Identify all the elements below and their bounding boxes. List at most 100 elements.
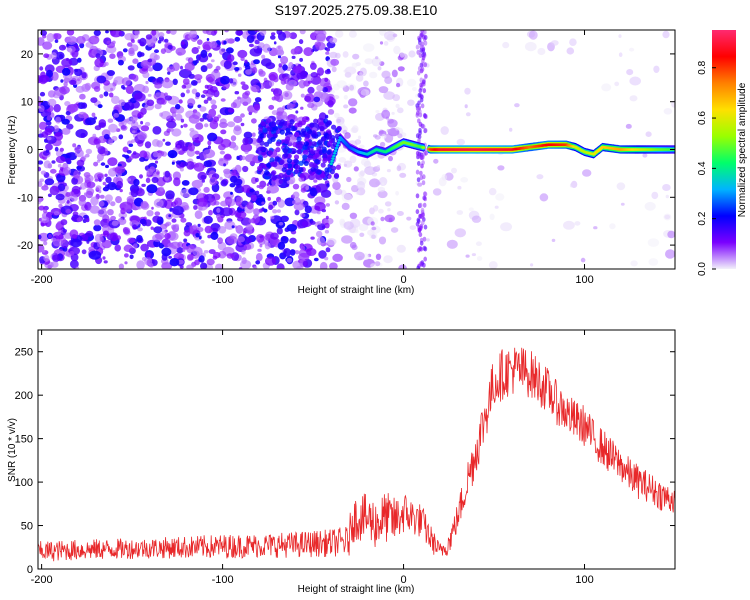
spectrogram-noise-blob [310,236,315,240]
spectrogram-noise-blob [146,99,155,107]
spectrogram-noise-blob [227,198,236,207]
spectrogram-noise-blob [97,208,108,218]
spectrogram-noise-blob [219,150,225,155]
spectrogram-noise-blob [563,220,575,230]
spectrogram-noise-blob [188,73,195,79]
spectrogram-noise-blob [211,70,221,80]
spectrogram-y-axis-label: Frequency (Hz) [7,116,18,185]
snr-x-tick-label: 100 [575,574,593,586]
spectrogram-band-blob [326,134,332,140]
spectrogram-band-blob [304,137,310,143]
spectrogram-band-blob [294,122,300,128]
spectrogram-noise-blob [139,174,143,179]
spectrogram-noise-blob [157,40,162,44]
spectrogram-noise-blob [206,258,215,266]
spectrogram-noise-blob [268,104,275,110]
spectrogram-noise-blob [364,166,376,176]
spectrogram-noise-blob [348,107,357,114]
spectrogram-noise-blob [208,249,216,255]
spectrogram-noise-blob [213,251,221,259]
spectrogram-noise-blob [348,98,358,107]
spectrogram-noise-blob [121,84,125,89]
spectrogram-noise-blob [181,41,185,45]
spectrogram-noise-blob [292,191,300,199]
spectrogram-noise-blob [200,174,207,180]
spectrogram-noise-blob [317,67,324,76]
spectrogram-band-blob [279,119,285,125]
spectrogram-noise-blob [53,104,61,113]
spectrogram-noise-blob [197,223,201,227]
spectrogram-noise-blob [203,250,209,254]
spectrogram-noise-blob [180,92,186,98]
spectrogram-noise-blob [150,226,154,230]
spectrogram-noise-blob [100,162,106,166]
spectrogram-noise-blob [152,62,163,72]
spectrogram-stripe-blob [421,180,426,186]
spectrogram-stripe-blob [418,88,423,94]
spectrogram-noise-blob [386,129,391,133]
spectrogram-noise-blob [133,92,146,102]
spectrogram-stripe-blob [421,47,425,53]
spectrogram-noise-blob [96,143,101,150]
spectrogram-noise-blob [316,210,321,215]
spectrogram-band-blob [266,126,272,132]
spectrogram-noise-blob [148,67,154,72]
spectrogram-band-blob [312,163,318,169]
spectrogram-noise-blob [316,230,323,238]
spectrogram-noise-blob [489,213,495,220]
spectrogram-band-blob [261,121,267,127]
spectrogram-noise-blob [167,150,178,159]
spectrogram-noise-blob [117,59,124,66]
spectrogram-noise-blob [195,59,199,64]
spectrogram-noise-blob [233,125,242,132]
spectrogram-noise-blob [109,232,119,242]
spectrogram-noise-blob [629,47,635,52]
spectrogram-noise-blob [126,117,134,125]
spectrogram-noise-blob [165,190,175,200]
spectrogram-noise-blob [229,183,236,188]
spectrogram-noise-blob [456,138,465,146]
spectrogram-band-blob [279,129,285,135]
spectrogram-noise-blob [124,261,128,265]
spectrogram-noise-blob [99,94,104,99]
spectrogram-stripe-blob [416,106,420,112]
spectrogram-band-blob [322,153,328,159]
colorbar-tick-label: 0.8 [697,60,708,74]
spectrogram-noise-blob [132,58,139,64]
spectrogram-noise-blob [399,172,407,178]
spectrogram-noise-blob [381,182,385,186]
spectrogram-noise-blob [241,84,249,91]
spectrogram-noise-blob [471,253,476,257]
spectrogram-noise-blob [255,177,259,183]
spectrogram-noise-blob [171,128,182,137]
spectrogram-noise-blob [209,86,218,93]
spectrogram-noise-blob [305,185,310,191]
spectrogram-noise-blob [180,217,187,223]
spectrogram-noise-blob [171,224,176,230]
spectrogram-noise-blob [343,221,354,230]
colorbar: 0.0 0.2 0.4 0.6 0.8 Normalized spectral ampl… [697,30,748,276]
spectrogram-noise-blob [43,254,50,262]
spectrogram-noise-blob [663,108,673,115]
spectrogram-noise-blob [149,52,158,62]
spectrogram-noise-blob [406,78,417,87]
spectrogram-noise-blob [207,234,212,239]
spectrogram-noise-blob [78,198,86,207]
spectrogram-stripe-blob [416,217,421,223]
spectrogram-noise-blob [110,215,116,221]
spectrogram-noise-blob [237,49,248,59]
spectrogram-noise-blob [90,196,99,206]
spectrogram-band-blob [331,124,337,130]
spectrogram-noise-blob [106,70,115,76]
spectrogram-noise-blob [250,194,257,202]
spectrogram-band-blob [267,150,274,156]
spectrogram-noise-blob [300,93,305,98]
spectrogram-noise-blob [53,33,62,40]
spectrogram-noise-blob [298,79,306,89]
spectrogram-noise-blob [165,221,172,226]
spectrogram-noise-blob [651,191,659,200]
spectrogram-noise-blob [307,80,312,84]
spectrogram-noise-blob [242,165,249,173]
spectrogram-band-blob [259,133,265,139]
spectrogram-noise-blob [266,184,279,194]
